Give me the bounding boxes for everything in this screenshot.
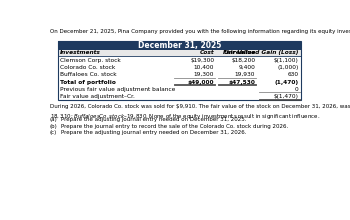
Text: (b): (b) bbox=[50, 124, 58, 129]
Text: 10,400: 10,400 bbox=[194, 65, 214, 70]
Text: Prepare the adjusting journal entry needed on December 31, 2026.: Prepare the adjusting journal entry need… bbox=[61, 130, 246, 135]
Text: $47,530: $47,530 bbox=[229, 80, 256, 84]
Text: Buffaloes Co. stock: Buffaloes Co. stock bbox=[60, 72, 117, 77]
Text: Clemson Corp. stock: Clemson Corp. stock bbox=[60, 58, 121, 62]
Text: $49,000: $49,000 bbox=[188, 80, 214, 84]
Text: (c): (c) bbox=[50, 130, 57, 135]
Text: 630: 630 bbox=[288, 72, 299, 77]
FancyBboxPatch shape bbox=[58, 78, 301, 86]
FancyBboxPatch shape bbox=[58, 71, 301, 78]
Text: Cost: Cost bbox=[199, 50, 214, 55]
Text: $19,300: $19,300 bbox=[190, 58, 214, 62]
Text: 0: 0 bbox=[295, 87, 299, 92]
Text: Unrealized Gain (Loss): Unrealized Gain (Loss) bbox=[224, 50, 299, 55]
FancyBboxPatch shape bbox=[58, 56, 301, 64]
Text: 9,400: 9,400 bbox=[238, 65, 256, 70]
Text: December 31, 2025: December 31, 2025 bbox=[138, 41, 221, 50]
Text: $(1,470): $(1,470) bbox=[274, 94, 299, 99]
Text: $(1,100): $(1,100) bbox=[274, 58, 299, 62]
Text: During 2026, Colorado Co. stock was sold for $9,910. The fair value of the stock: During 2026, Colorado Co. stock was sold… bbox=[50, 104, 350, 121]
FancyBboxPatch shape bbox=[58, 93, 301, 100]
Text: Investments: Investments bbox=[60, 50, 101, 55]
Text: (a): (a) bbox=[50, 117, 58, 122]
FancyBboxPatch shape bbox=[58, 41, 301, 50]
Text: 19,300: 19,300 bbox=[194, 72, 214, 77]
Text: Fair value adjustment–Cr.: Fair value adjustment–Cr. bbox=[60, 94, 135, 99]
FancyBboxPatch shape bbox=[58, 86, 301, 93]
Text: Prepare the adjusting journal entry needed on December 31, 2025.: Prepare the adjusting journal entry need… bbox=[61, 117, 246, 122]
Text: Total of portfolio: Total of portfolio bbox=[60, 80, 116, 84]
FancyBboxPatch shape bbox=[58, 50, 301, 56]
Text: (1,000): (1,000) bbox=[277, 65, 299, 70]
Text: $18,200: $18,200 bbox=[231, 58, 256, 62]
Text: Prepare the journal entry to record the sale of the Colorado Co. stock during 20: Prepare the journal entry to record the … bbox=[61, 124, 288, 129]
Text: Previous fair value adjustment balance: Previous fair value adjustment balance bbox=[60, 87, 175, 92]
Text: (1,470): (1,470) bbox=[275, 80, 299, 84]
FancyBboxPatch shape bbox=[58, 64, 301, 71]
Text: Fair Value: Fair Value bbox=[223, 50, 256, 55]
Text: On December 21, 2025, Pina Company provided you with the following information r: On December 21, 2025, Pina Company provi… bbox=[50, 29, 350, 35]
Text: Colorado Co. stock: Colorado Co. stock bbox=[60, 65, 115, 70]
Text: 19,930: 19,930 bbox=[235, 72, 256, 77]
